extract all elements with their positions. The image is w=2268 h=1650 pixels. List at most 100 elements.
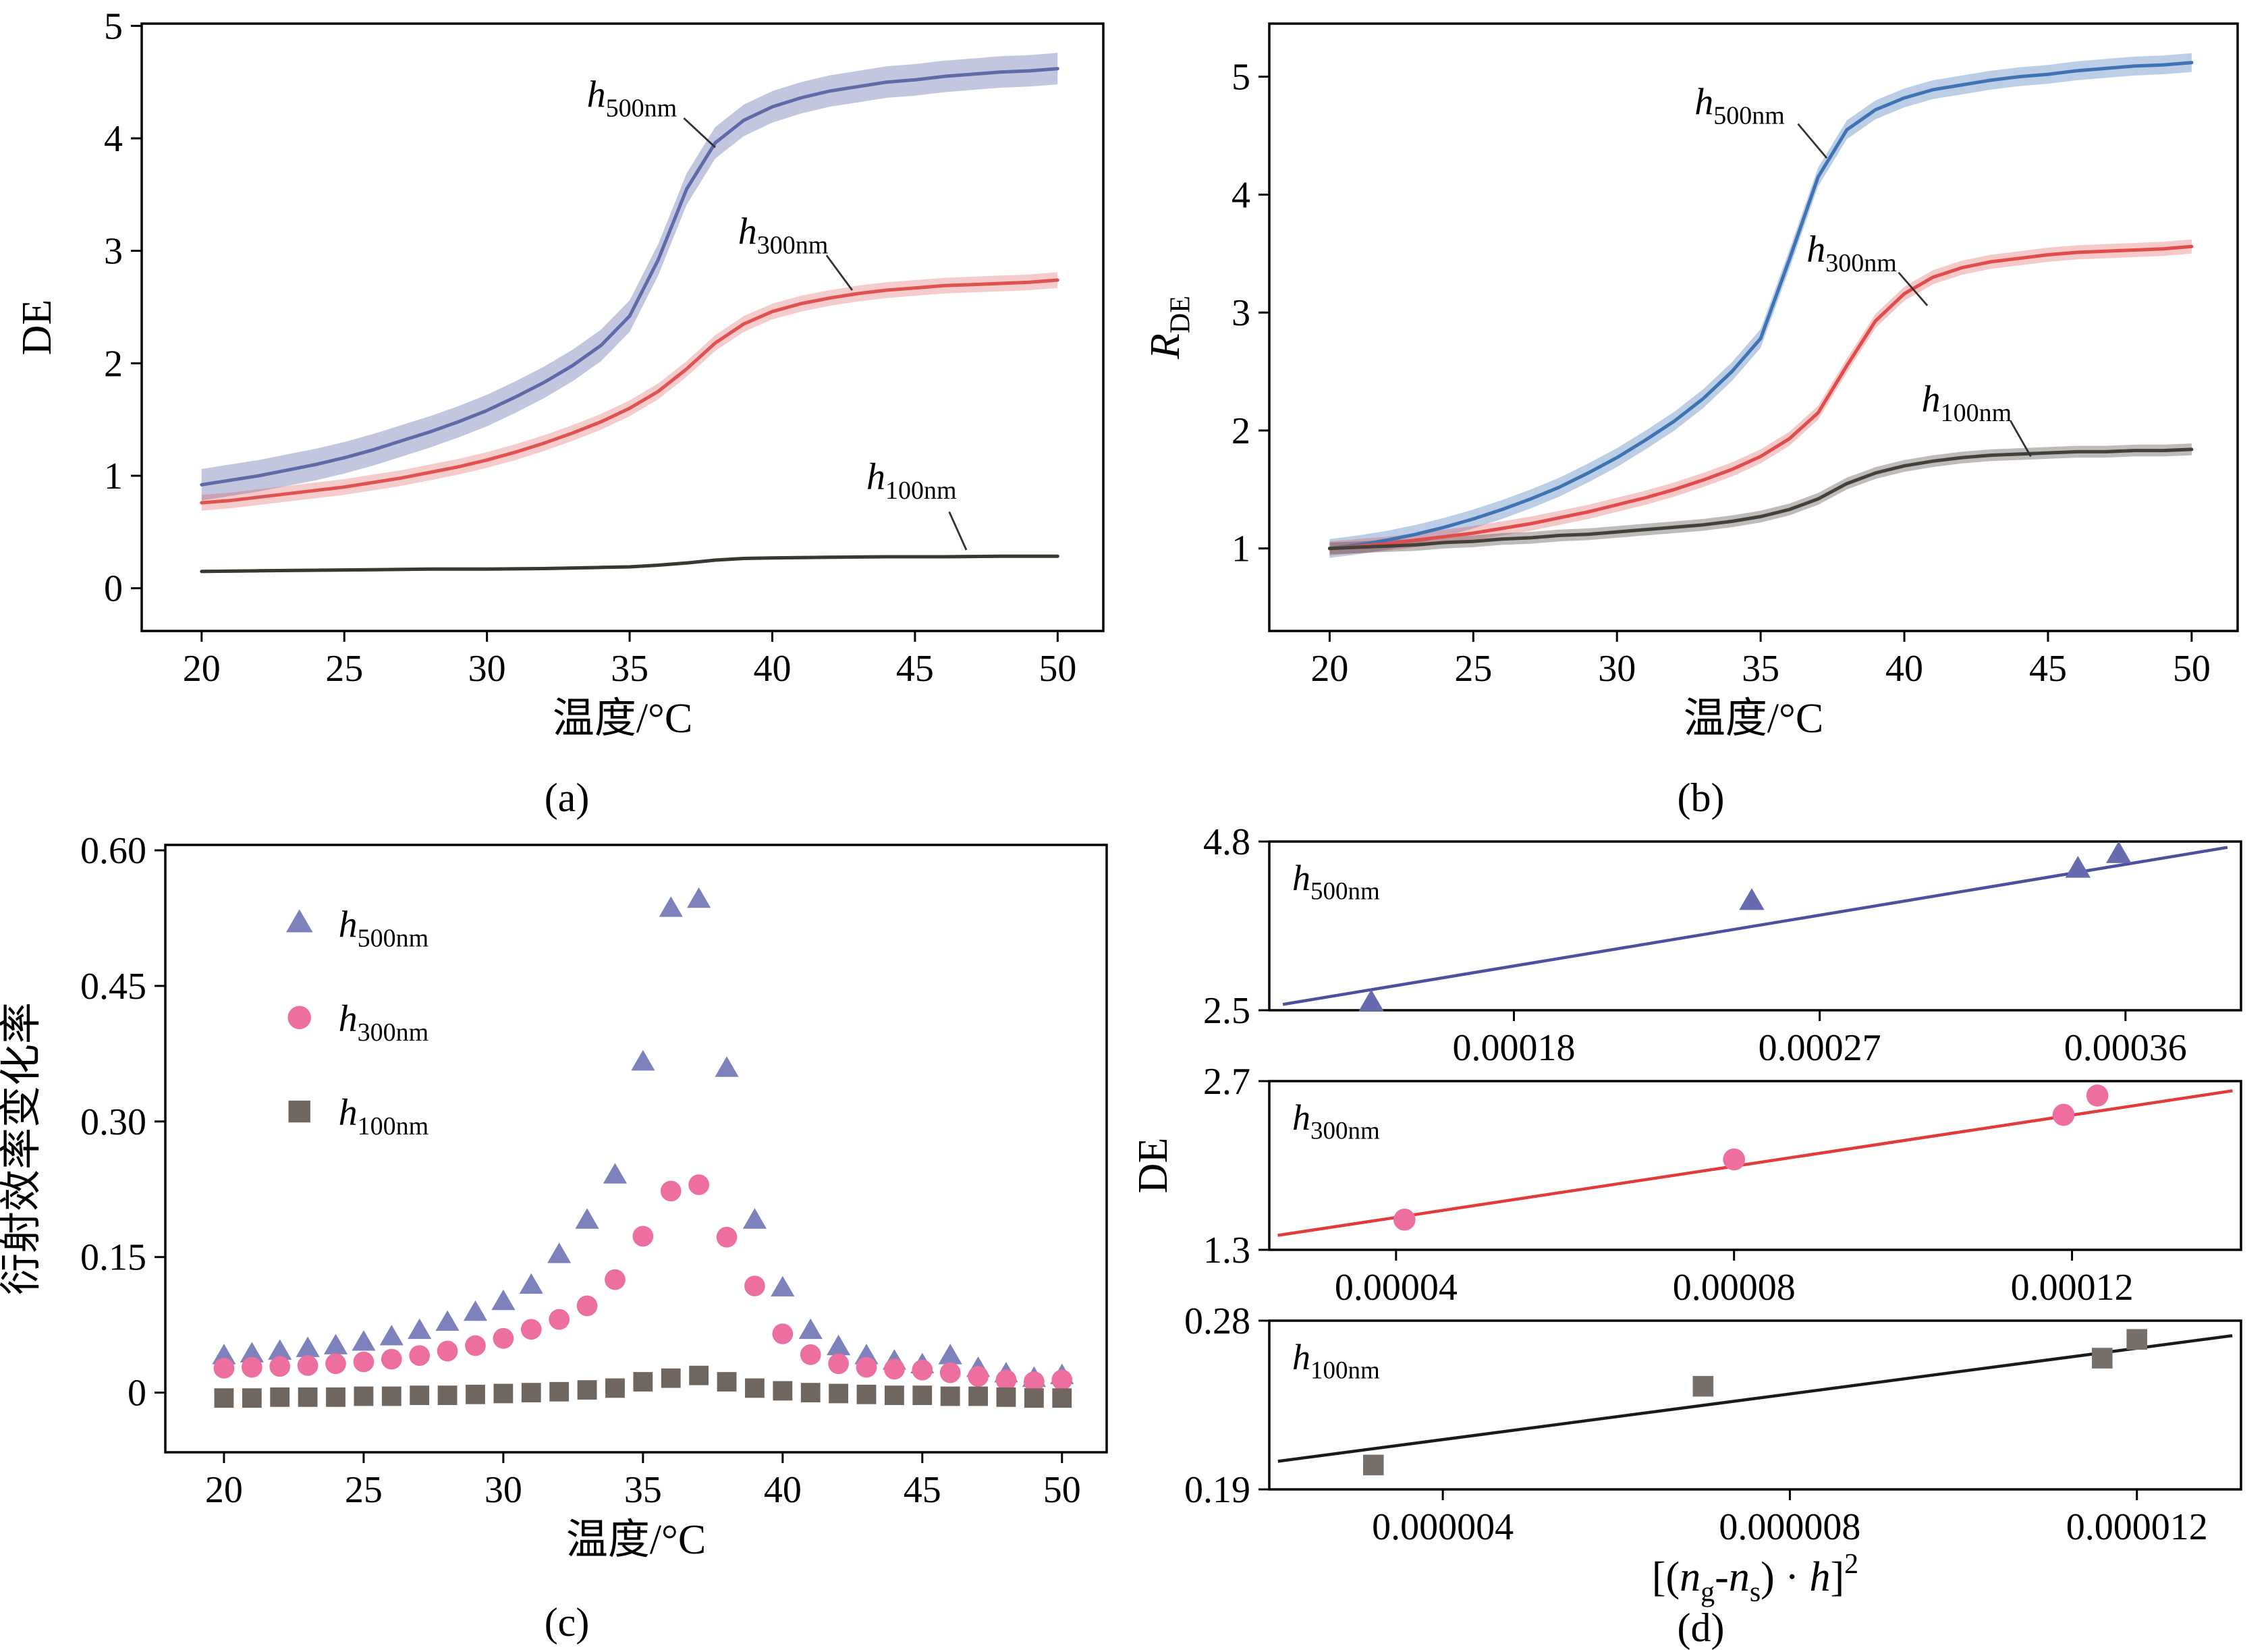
svg-text:h500nm: h500nm [587,74,677,122]
panel-d: 0.00018 0.00027 0.00036 2.5 4.8 h500nm 0.00004… [1134,825,2268,1650]
svg-text:4: 4 [1232,174,1250,216]
scatter-h500nm [212,887,1074,1387]
svg-text:0.00036: 0.00036 [2064,1027,2186,1069]
svg-text:0: 0 [128,1373,146,1414]
panel-a: 20 25 30 35 40 45 50 0 1 2 3 4 5 h500nm h300nm h100nm 温度… [0,0,1134,825]
svg-text:5: 5 [104,5,123,47]
svg-text:DE: DE [1134,1138,1176,1194]
annotations: h500nm h300nm h100nm [1694,82,2032,458]
svg-text:h500nm: h500nm [1694,82,1785,130]
panel-a-caption: (a) [544,775,590,820]
svg-text:30: 30 [468,648,506,690]
svg-text:40: 40 [753,648,791,690]
subpanel-d-500nm: 0.00018 0.00027 0.00036 2.5 4.8 h500nm [1203,825,2242,1069]
svg-text:0.00008: 0.00008 [1672,1267,1795,1309]
svg-text:h300nm: h300nm [738,211,829,260]
panel-b-chart: 20 25 30 35 40 45 5012345h500nmh300nmh100nm温度/… [1142,22,2239,742]
band-h300nm [201,272,1058,511]
axes-d-500nm: 0.00018 0.00027 0.00036 2.5 4.8 [1203,825,2242,1069]
axes-d-100nm: 0.000004 0.000008 0.000012 0.19 0.28 [1184,1300,2242,1548]
svg-text:0.000008: 0.000008 [1719,1506,1860,1548]
fit-line [1277,1333,2232,1463]
svg-text:2: 2 [1232,410,1250,452]
legend: h500nm h300nm h100nm [285,904,429,1140]
points-d-100nm [1362,1329,2147,1476]
svg-text:0.00027: 0.00027 [1758,1027,1881,1069]
svg-text:35: 35 [1742,648,1779,690]
svg-text:DE: DE [14,300,60,356]
panel-c-chart: 20 25 30 35 40 45 50 0 0.15 0.30 0.45 0.60 h500nm h30… [0,830,1108,1563]
svg-text:4.8: 4.8 [1203,825,1250,863]
svg-text:0.60: 0.60 [80,830,146,872]
svg-text:30: 30 [485,1469,522,1511]
line-h100nm [1327,447,2193,551]
svg-text:2.5: 2.5 [1203,990,1250,1032]
svg-text:45: 45 [896,648,934,690]
points-d-500nm [1358,841,2131,1012]
scatter-h300nm [213,1174,1073,1392]
svg-text:h300nm: h300nm [1806,229,1897,277]
panel-d-caption: (d) [1677,1605,1725,1650]
svg-text:温度/°C: 温度/°C [553,696,692,742]
axes-d-300nm: 0.00004 0.00008 0.00012 1.3 2.7 [1203,1061,2242,1309]
panel-b: 20 25 30 35 40 45 50 1 2 3 4 5 h500nm h300nm h100nm 温度/… [1134,0,2268,825]
panel-c-caption: (c) [544,1600,590,1645]
svg-text:h500nm: h500nm [339,904,429,953]
svg-text:h100nm: h100nm [339,1092,429,1140]
subpanel-d-100nm: 0.000004 0.000008 0.000012 0.19 0.28 h100nm [1184,1300,2242,1548]
scatter-h100nm [214,1365,1072,1408]
svg-text:35: 35 [624,1469,662,1511]
svg-text:2: 2 [104,343,123,385]
axes: 20 25 30 35 40 45 50 0 0.15 0.30 0.45 0.60 [80,830,1108,1511]
svg-text:20: 20 [1310,648,1348,690]
svg-text:25: 25 [345,1469,383,1511]
svg-text:0.000012: 0.000012 [2066,1506,2207,1548]
panel-b-caption: (b) [1677,775,1725,820]
svg-text:衍射效率变化率: 衍射效率变化率 [0,1002,45,1295]
svg-text:0.30: 0.30 [80,1101,146,1143]
svg-text:30: 30 [1598,648,1636,690]
svg-text:0.19: 0.19 [1184,1469,1250,1511]
svg-text:45: 45 [904,1469,941,1511]
svg-text:h300nm: h300nm [339,998,429,1047]
band-h300nm [1329,239,2192,556]
svg-text:0.000004: 0.000004 [1372,1506,1514,1548]
svg-text:2.7: 2.7 [1203,1061,1250,1103]
points-d-300nm [1393,1084,2108,1231]
svg-text:50: 50 [1039,648,1076,690]
svg-text:25: 25 [1454,648,1492,690]
panel-d-chart: 0.00018 0.00027 0.00036 2.5 4.8 h500nm 0.00004… [1134,825,2242,1607]
panel-a-chart: 20 25 30 35 40 45 50012345h500nmh300nmh100nm温度… [14,5,1105,742]
svg-text:0.45: 0.45 [80,966,146,1008]
svg-text:35: 35 [611,648,648,690]
svg-text:h300nm: h300nm [1292,1097,1380,1145]
svg-text:40: 40 [764,1469,802,1511]
svg-text:25: 25 [325,648,363,690]
svg-text:[(ng-ns) · h]2: [(ng-ns) · h]2 [1651,1549,1858,1607]
line-h300nm [1327,244,2193,551]
svg-text:RDE: RDE [1142,296,1196,360]
svg-text:温度/°C: 温度/°C [566,1517,706,1563]
svg-text:1: 1 [1232,528,1250,570]
fit-line [1277,1089,2233,1237]
line-h500nm [1327,61,2193,551]
svg-text:50: 50 [1043,1469,1081,1511]
svg-text:20: 20 [183,648,221,690]
svg-text:h500nm: h500nm [1292,858,1380,906]
svg-text:40: 40 [1885,648,1923,690]
subpanel-d-300nm: 0.00004 0.00008 0.00012 1.3 2.7 h300nm [1203,1061,2242,1309]
panel-c: 20 25 30 35 40 45 50 0 0.15 0.30 0.45 0.60 h500nm h30… [0,825,1134,1650]
svg-text:20: 20 [205,1469,243,1511]
svg-text:3: 3 [1232,292,1250,334]
svg-text:h100nm: h100nm [1921,379,2012,427]
svg-text:0.00018: 0.00018 [1452,1027,1575,1069]
svg-text:45: 45 [2028,648,2066,690]
line-h300nm [200,278,1059,505]
svg-text:0.00004: 0.00004 [1334,1267,1457,1309]
svg-text:h100nm: h100nm [1292,1337,1380,1385]
line-h100nm [200,554,1059,574]
line-h500nm [200,67,1059,487]
